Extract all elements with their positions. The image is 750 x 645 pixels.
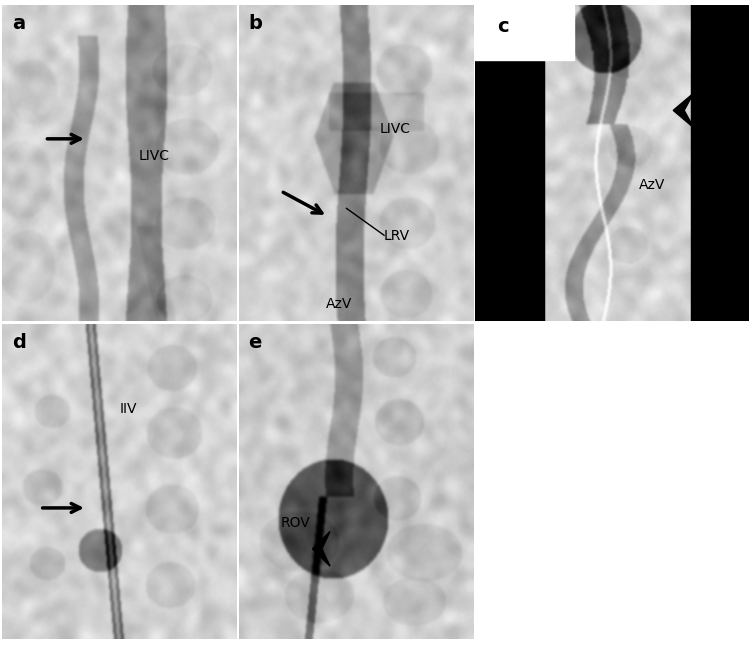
Text: LIVC: LIVC xyxy=(380,121,410,135)
Text: b: b xyxy=(248,14,262,33)
Text: ROV: ROV xyxy=(280,516,310,530)
Text: AzV: AzV xyxy=(326,297,352,311)
Text: e: e xyxy=(248,333,261,352)
Text: AzV: AzV xyxy=(639,177,665,192)
Text: c: c xyxy=(496,17,508,36)
Text: IIV: IIV xyxy=(120,402,137,417)
Text: a: a xyxy=(12,14,25,33)
Polygon shape xyxy=(313,531,330,566)
Text: d: d xyxy=(12,333,26,352)
Text: LRV: LRV xyxy=(384,229,410,243)
Polygon shape xyxy=(674,93,694,128)
Text: LIVC: LIVC xyxy=(139,149,170,163)
Bar xyxy=(476,5,574,59)
